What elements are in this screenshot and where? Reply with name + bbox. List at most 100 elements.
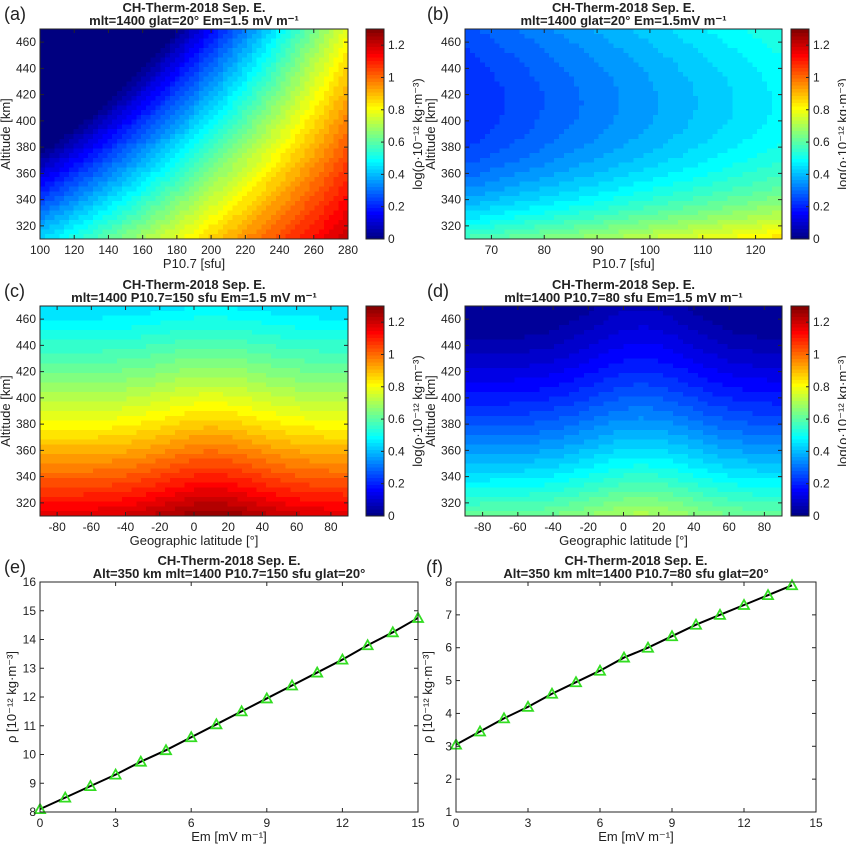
heatmap-cell: [299, 215, 306, 221]
heatmap-cell: [608, 162, 615, 169]
heatmap-cell: [88, 67, 94, 73]
heatmap-cell: [271, 186, 277, 192]
heatmap-cell: [150, 114, 157, 121]
heatmap-cell: [304, 67, 311, 73]
heatmap-cell: [613, 91, 620, 97]
heatmap-cell: [509, 167, 516, 173]
heatmap-cell: [569, 215, 575, 221]
heatmap-cell: [673, 143, 679, 149]
heatmap-cell: [539, 234, 545, 240]
heatmap-cell: [203, 67, 210, 73]
heatmap-cell: [484, 48, 491, 54]
heatmap-cell: [83, 234, 89, 240]
colorbar-segment: [366, 113, 384, 118]
heatmap-cell: [107, 196, 113, 202]
heatmap-cell: [564, 219, 570, 226]
heatmap-cell: [107, 86, 113, 92]
colorbar-segment: [366, 64, 384, 69]
heatmap-cell: [658, 43, 664, 49]
heatmap-cell: [499, 67, 506, 73]
heatmap-cell: [673, 86, 679, 92]
heatmap-cell: [121, 224, 128, 231]
heatmap-cell: [44, 162, 51, 169]
heatmap-cell: [88, 229, 94, 235]
heatmap-cell: [623, 81, 630, 87]
heatmap-cell: [49, 76, 56, 83]
heatmap-cell: [529, 181, 535, 188]
heatmap-cell: [687, 62, 694, 68]
heatmap-cell: [112, 196, 118, 202]
heatmap-cell: [677, 148, 684, 154]
heatmap-cell: [618, 62, 625, 68]
heatmap-cell: [474, 143, 481, 149]
heatmap-cell: [203, 105, 210, 111]
heatmap-cell: [141, 29, 147, 35]
heatmap-cell: [653, 38, 659, 44]
heatmap-cell: [682, 172, 689, 178]
heatmap-cell: [682, 138, 689, 145]
heatmap-cell: [514, 52, 521, 59]
heatmap-cell: [136, 100, 142, 106]
heatmap-cell: [246, 134, 253, 140]
heatmap-cell: [117, 191, 123, 197]
heatmap-cell: [44, 76, 51, 83]
heatmap-cell: [534, 134, 540, 140]
heatmap-cell: [593, 119, 600, 126]
heatmap-cell: [237, 129, 243, 135]
heatmap-cell: [643, 138, 649, 145]
heatmap-cell: [474, 105, 481, 111]
heatmap-cell: [107, 219, 113, 226]
heatmap-cell: [338, 148, 344, 154]
heatmap-cell: [160, 129, 166, 135]
heatmap-cell: [165, 119, 171, 126]
heatmap-cell: [232, 162, 238, 169]
heatmap-cell: [474, 181, 481, 188]
heatmap-cell: [549, 76, 555, 83]
heatmap-cell: [198, 229, 205, 235]
heatmap-cell: [504, 157, 511, 164]
heatmap-cell: [668, 124, 674, 130]
heatmap-cell: [668, 52, 674, 59]
heatmap-cell: [554, 114, 560, 121]
heatmap-cell: [88, 129, 94, 135]
heatmap-cell: [275, 224, 282, 231]
heatmap-cell: [107, 215, 113, 221]
heatmap-cell: [319, 162, 325, 169]
heatmap-cell: [319, 215, 325, 221]
heatmap-cell: [78, 196, 84, 202]
heatmap-cell: [275, 186, 282, 192]
heatmap-cell: [469, 81, 476, 87]
heatmap-cell: [524, 67, 530, 73]
heatmap-cell: [544, 181, 550, 188]
heatmap-cell: [465, 196, 471, 202]
heatmap-cell: [112, 29, 118, 35]
heatmap-cell: [539, 76, 545, 83]
colorbar-segment: [366, 29, 384, 34]
heatmap-cell: [633, 234, 639, 240]
heatmap-cell: [663, 48, 669, 54]
heatmap-cell: [97, 48, 104, 54]
heatmap-cell: [479, 76, 486, 83]
heatmap-cell: [465, 52, 471, 59]
heatmap-cell: [179, 48, 185, 54]
heatmap-cell: [184, 76, 190, 83]
heatmap-cell: [692, 43, 699, 49]
heatmap-cell: [131, 71, 137, 78]
heatmap-cell: [73, 67, 80, 73]
heatmap-cell: [189, 229, 195, 235]
heatmap-cell: [608, 176, 615, 183]
heatmap-cell: [677, 129, 684, 135]
heatmap-cell: [343, 224, 349, 231]
heatmap-cell: [314, 105, 320, 111]
heatmap-cell: [633, 186, 639, 192]
heatmap-cell: [266, 172, 272, 178]
heatmap-cell: [59, 196, 65, 202]
heatmap-cell: [97, 71, 104, 78]
heatmap-cell: [618, 43, 625, 49]
heatmap-cell: [83, 148, 89, 154]
heatmap-cell: [588, 196, 595, 202]
heatmap-cell: [469, 200, 476, 207]
heatmap-cell: [663, 114, 669, 121]
heatmap-cell: [653, 172, 659, 178]
heatmap-cell: [117, 143, 123, 149]
